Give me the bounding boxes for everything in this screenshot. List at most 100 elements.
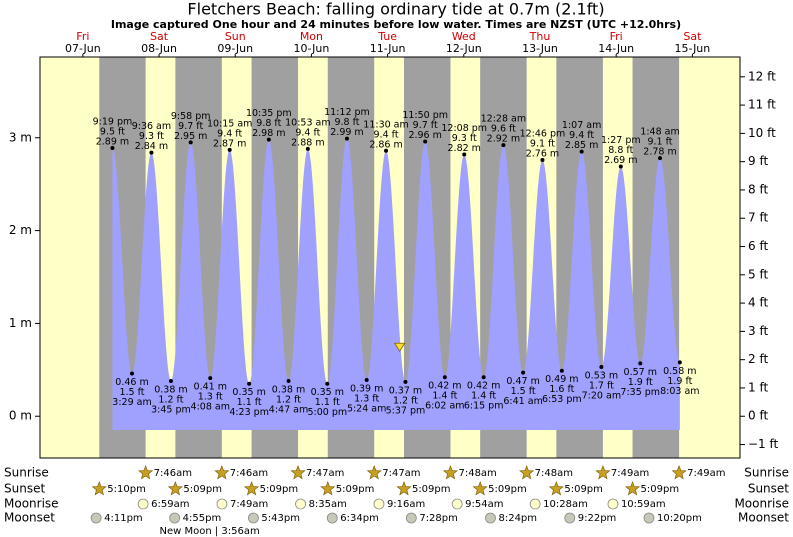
tide-point [130, 371, 134, 376]
tide-feet: 9.5 ft [100, 126, 125, 137]
x-tick-day: Fri [76, 30, 89, 43]
y2-tick-label: 2 ft [748, 352, 768, 366]
tide-time: 6:15 pm [464, 401, 504, 412]
sun-icon [442, 465, 459, 480]
x-tick-date: 12-Jun [446, 42, 482, 55]
row-time: 7:47am [306, 468, 344, 479]
y2-tick-label: 8 ft [748, 182, 768, 196]
tide-feet: 1.3 ft [354, 394, 379, 405]
tide-time: 11:30 am [363, 119, 408, 130]
current-tide-marker [393, 342, 406, 353]
tide-feet: 1.4 ft [471, 391, 496, 402]
moon-phase: New Moon | 3:56am [159, 526, 259, 537]
tide-time: 4:23 pm [229, 407, 269, 418]
row-time: 8:35am [309, 499, 347, 510]
y-tick-label: 0 m [9, 409, 32, 423]
tide-feet: 9.1 ft [647, 137, 672, 148]
y2-tick-label: 6 ft [748, 239, 768, 253]
tide-point [559, 368, 564, 373]
tide-time: 10:15 am [207, 118, 252, 129]
tide-time: 6:02 am [425, 401, 464, 412]
row-label: Moonrise [4, 497, 59, 511]
tide-time: 6:53 pm [542, 394, 582, 405]
x-tick-day: Sat [150, 30, 169, 43]
x-tick-day: Mon [300, 30, 323, 43]
tide-meters: 0.49 m [545, 374, 578, 385]
row-time: 7:47am [382, 468, 420, 479]
sun-icon [595, 465, 611, 480]
tide-time: 12:46 pm [520, 129, 566, 140]
moonset-icon [643, 512, 655, 524]
tide-feet: 9.7 ft [178, 121, 203, 132]
tide-point [364, 378, 369, 383]
x-tick-date: 15-Jun [674, 42, 710, 55]
moonset-icon [326, 512, 338, 524]
tide-point [423, 139, 428, 144]
x-tick-day: Thu [529, 30, 551, 43]
tide-feet: 1.2 ft [158, 394, 183, 405]
moonrise-icon [295, 498, 306, 510]
row-time: 7:46am [230, 468, 268, 479]
y2-tick-label: 5 ft [748, 267, 768, 281]
x-tick-date: 14-Jun [598, 42, 634, 55]
tide-point [266, 137, 271, 142]
tide-time: 11:50 pm [402, 110, 448, 121]
moonrise-icon [137, 498, 149, 510]
row-label: Moonset [738, 511, 789, 525]
tide-time: 5:00 pm [307, 407, 347, 418]
tide-point [286, 378, 291, 383]
tide-feet: 1.3 ft [198, 392, 223, 403]
tide-feet: 9.3 ft [452, 133, 477, 144]
tide-feet: 9.8 ft [256, 118, 281, 129]
sun-icon [548, 481, 564, 496]
tide-point [227, 147, 232, 152]
tide-time: 5:24 am [347, 404, 386, 415]
tide-time: 3:29 am [112, 397, 151, 408]
tide-point [442, 375, 447, 380]
tide-time: 4:08 am [191, 402, 230, 413]
y2-tick-label: −1 ft [748, 437, 779, 451]
row-time: 5:09pm [336, 484, 375, 495]
sun-icon [138, 465, 154, 480]
tide-point [305, 146, 310, 151]
tide-feet: 9.4 ft [569, 130, 594, 141]
row-time: 5:09pm [564, 484, 603, 495]
tide-time: 10:35 pm [246, 108, 292, 119]
y-tick-label: 1 m [9, 316, 32, 330]
chart-subtitle: Image captured One hour and 24 minutes b… [111, 18, 681, 31]
tide-time: 9:58 pm [171, 111, 211, 122]
tide-time: 7:20 am [582, 391, 621, 402]
tide-point [618, 164, 623, 169]
tide-feet: 1.2 ft [276, 394, 301, 405]
tide-meters: 2.78 m [643, 147, 676, 158]
tide-meters: 2.84 m [135, 141, 168, 152]
row-time: 7:46am [154, 468, 192, 479]
sun-icon [290, 465, 306, 480]
tide-meters: 0.53 m [585, 371, 618, 382]
moonset-icon [485, 512, 496, 524]
tide-meters: 2.92 m [487, 134, 520, 145]
y-tick-label: 3 m [9, 130, 32, 144]
moonset-icon [564, 512, 576, 524]
tide-meters: 2.86 m [369, 139, 402, 150]
row-time: 7:49am [687, 468, 725, 479]
y2-tick-label: 12 ft [748, 69, 776, 83]
tide-point [599, 365, 604, 370]
row-time: 10:20pm [657, 513, 702, 524]
tide-meters: 2.82 m [448, 143, 481, 154]
row-time: 9:22pm [578, 513, 617, 524]
tide-meters: 0.38 m [154, 384, 187, 395]
row-time: 10:28am [543, 499, 588, 510]
row-time: 5:09pm [183, 484, 222, 495]
tide-meters: 0.37 m [389, 385, 422, 396]
moonset-icon [90, 512, 102, 524]
tide-point [325, 381, 330, 386]
y2-tick-label: 1 ft [748, 380, 768, 394]
moonrise-icon [216, 498, 228, 510]
row-label: Moonrise [734, 497, 789, 511]
moonrise-icon [607, 498, 619, 510]
sun-icon [671, 465, 687, 480]
tide-meters: 2.99 m [330, 127, 363, 138]
row-time: 5:10pm [107, 484, 146, 495]
tide-meters: 2.76 m [526, 149, 559, 160]
